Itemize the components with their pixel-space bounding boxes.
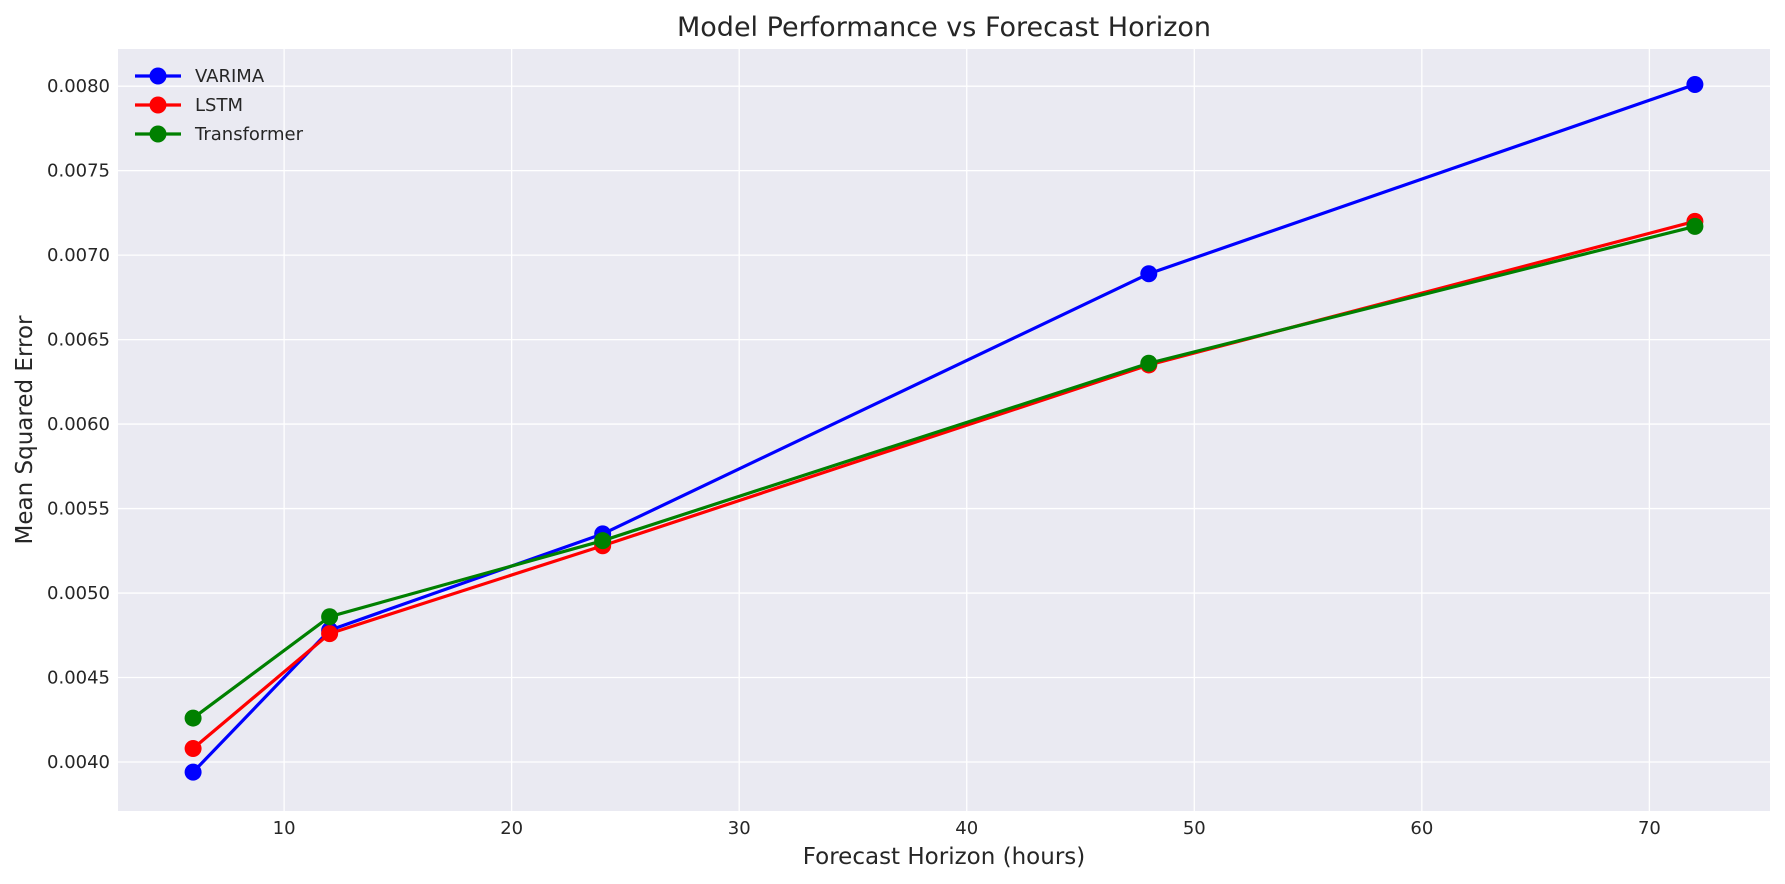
series-group [184, 75, 1704, 781]
data-point-lstm [184, 739, 202, 757]
y-tick-label: 0.0075 [47, 161, 110, 182]
legend-marker [149, 96, 167, 114]
legend-label: Transformer [194, 124, 304, 145]
legend-item-transformer: Transformer [135, 124, 304, 145]
data-point-varima [184, 763, 202, 781]
x-tick-labels: 10 20 30 40 50 60 70 [273, 818, 1661, 839]
data-point-varima [1686, 75, 1704, 93]
data-point-transformer [1686, 217, 1704, 235]
x-tick-label: 60 [1410, 818, 1433, 839]
y-tick-label: 0.0060 [47, 414, 110, 435]
legend-marker [149, 125, 167, 143]
x-tick-label: 40 [955, 818, 978, 839]
y-tick-label: 0.0040 [47, 752, 110, 773]
data-point-transformer [1140, 354, 1158, 372]
data-point-transformer [594, 532, 612, 550]
series-transformer [184, 217, 1704, 727]
data-point-transformer [184, 709, 202, 727]
x-tick-label: 20 [500, 818, 523, 839]
y-tick-label: 0.0055 [47, 499, 110, 520]
y-tick-label: 0.0070 [47, 245, 110, 266]
legend-label: VARIMA [195, 66, 265, 87]
legend-item-varima: VARIMA [135, 66, 265, 87]
x-tick-label: 70 [1638, 818, 1661, 839]
legend-label: LSTM [195, 95, 243, 116]
y-tick-label: 0.0045 [47, 668, 110, 689]
legend: VARIMA LSTM Transformer [135, 66, 304, 145]
x-tick-label: 50 [1183, 818, 1206, 839]
data-point-lstm [321, 625, 339, 643]
x-tick-label: 30 [728, 818, 751, 839]
data-point-transformer [321, 608, 339, 626]
y-tick-label: 0.0080 [47, 76, 110, 97]
x-tick-label: 10 [273, 818, 296, 839]
legend-marker [149, 67, 167, 85]
y-tick-labels: 0.0040 0.0045 0.0050 0.0055 0.0060 0.0065 0.00… [47, 76, 110, 773]
chart-title: Model Performance vs Forecast Horizon [677, 12, 1211, 43]
y-axis-label: Mean Squared Error [12, 315, 38, 544]
x-axis-label: Forecast Horizon (hours) [803, 844, 1086, 870]
data-point-varima [1140, 265, 1158, 283]
gridlines [118, 49, 1770, 811]
y-tick-label: 0.0065 [47, 330, 110, 351]
y-tick-label: 0.0050 [47, 583, 110, 604]
legend-item-lstm: LSTM [135, 95, 243, 116]
